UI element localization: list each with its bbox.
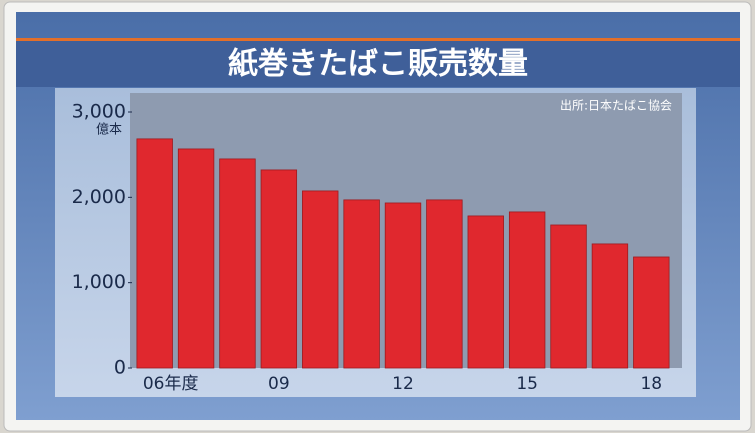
bar [302,190,339,369]
x-tick-label: 15 [516,374,538,394]
x-tick-label: 09 [268,374,290,394]
x-tick-label: 18 [640,374,662,394]
title-band [16,41,740,87]
y-tick-label: 0 [114,357,126,379]
y-unit: 億本 [96,122,122,138]
accent-line [16,38,740,41]
bar [550,224,587,369]
bar [633,256,670,369]
bar [384,202,422,369]
y-tick-label: 3,000 [72,101,126,123]
y-tick-label: 2,000 [72,186,126,208]
bar [136,138,173,369]
bar [219,158,256,369]
chart-title: 紙巻きたばこ販売数量 [228,47,528,82]
source-note: 出所:日本たばこ協会 [560,98,672,113]
bar [260,169,298,369]
bar [591,243,629,369]
bar [177,148,215,369]
bar [343,199,380,369]
bar [426,199,463,369]
x-tick-label: 06年度 [143,374,199,394]
x-tick-label: 12 [392,374,414,394]
bar [508,211,546,369]
y-tick-label: 1,000 [72,271,126,293]
bar [467,215,504,369]
